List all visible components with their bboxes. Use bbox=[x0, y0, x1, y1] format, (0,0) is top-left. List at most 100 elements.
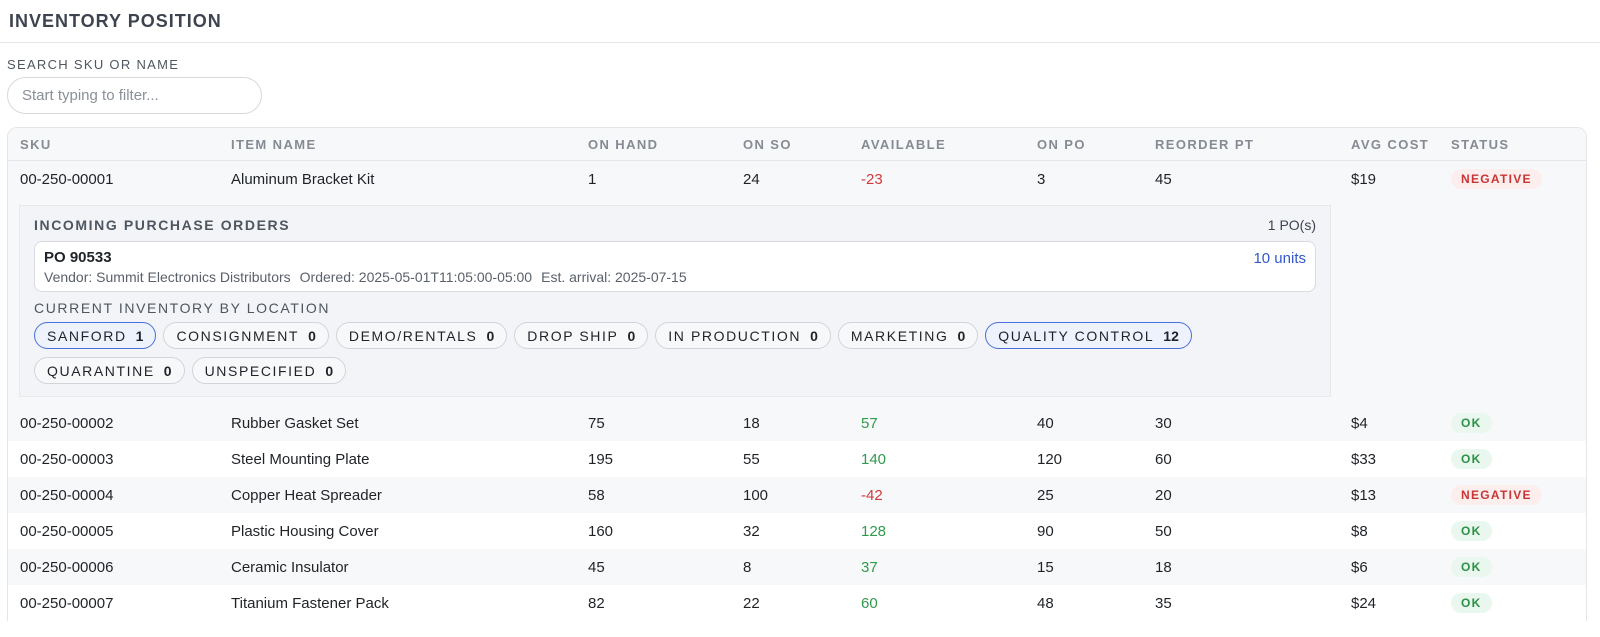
locations-title: CURRENT INVENTORY BY LOCATION bbox=[34, 300, 331, 316]
po-arrival: Est. arrival: 2025-07-15 bbox=[541, 269, 687, 285]
column-header-sku[interactable]: SKU bbox=[20, 136, 52, 152]
cell-available: 57 bbox=[861, 414, 878, 432]
cell-on-po: 15 bbox=[1037, 558, 1054, 576]
cell-avg-cost: $8 bbox=[1351, 522, 1368, 540]
cell-on-hand: 1 bbox=[588, 170, 597, 188]
location-chip[interactable]: QUARANTINE 0 bbox=[34, 357, 185, 384]
cell-avg-cost: $4 bbox=[1351, 414, 1368, 432]
location-chip-label: QUALITY CONTROL bbox=[998, 327, 1155, 344]
column-header-reorder-pt[interactable]: REORDER PT bbox=[1155, 136, 1255, 152]
cell-reorder-pt: 50 bbox=[1155, 522, 1172, 540]
table-row[interactable]: 00-250-00002 Rubber Gasket Set 75 18 57 … bbox=[8, 405, 1586, 441]
table-row[interactable]: 00-250-00001 Aluminum Bracket Kit 1 24 -… bbox=[8, 161, 1586, 197]
cell-item-name: Copper Heat Spreader bbox=[231, 486, 382, 504]
cell-on-po: 90 bbox=[1037, 522, 1054, 540]
location-chip[interactable]: CONSIGNMENT 0 bbox=[163, 322, 329, 349]
cell-status: NEGATIVE bbox=[1451, 169, 1542, 189]
purchase-order-card[interactable]: PO 90533 Vendor: Summit Electronics Dist… bbox=[34, 241, 1316, 292]
location-chip-label: DEMO/RENTALS bbox=[348, 327, 478, 344]
cell-reorder-pt: 18 bbox=[1155, 558, 1172, 576]
table-body: 00-250-00001 Aluminum Bracket Kit 1 24 -… bbox=[8, 161, 1586, 621]
status-badge: OK bbox=[1451, 593, 1492, 613]
cell-item-name: Steel Mounting Plate bbox=[231, 450, 370, 468]
page-header: INVENTORY POSITION bbox=[0, 0, 1600, 43]
location-chip-count: 0 bbox=[308, 327, 316, 344]
po-section-header: INCOMING PURCHASE ORDERS 1 PO(s) bbox=[34, 216, 1316, 234]
search-input[interactable] bbox=[7, 77, 262, 114]
table-row[interactable]: 00-250-00004 Copper Heat Spreader 58 100… bbox=[8, 477, 1586, 513]
cell-item-name: Ceramic Insulator bbox=[231, 558, 349, 576]
cell-available: 37 bbox=[861, 558, 878, 576]
location-chip-label: CONSIGNMENT bbox=[176, 327, 300, 344]
column-header-avg-cost[interactable]: AVG COST bbox=[1351, 136, 1430, 152]
row-detail-panel: INCOMING PURCHASE ORDERS 1 PO(s) PO 9053… bbox=[19, 205, 1331, 397]
cell-avg-cost: $19 bbox=[1351, 170, 1377, 188]
location-chip-count: 0 bbox=[163, 362, 172, 379]
column-header-on-hand[interactable]: ON HAND bbox=[588, 136, 659, 152]
location-chip-count: 0 bbox=[810, 327, 818, 344]
status-badge: OK bbox=[1451, 521, 1492, 541]
cell-on-so: 24 bbox=[743, 170, 760, 188]
location-chip[interactable]: UNSPECIFIED 0 bbox=[191, 357, 347, 384]
cell-on-so: 8 bbox=[743, 558, 752, 576]
table-row[interactable]: 00-250-00005 Plastic Housing Cover 160 3… bbox=[8, 513, 1586, 549]
cell-sku: 00-250-00001 bbox=[20, 170, 114, 188]
location-chip-count: 0 bbox=[957, 327, 966, 344]
table-row[interactable]: 00-250-00006 Ceramic Insulator 45 8 37 1… bbox=[8, 549, 1586, 585]
po-units-link[interactable]: 10 units bbox=[1253, 250, 1306, 267]
cell-status: OK bbox=[1451, 593, 1492, 613]
column-header-on-so[interactable]: ON SO bbox=[743, 136, 792, 152]
column-header-available[interactable]: AVAILABLE bbox=[861, 136, 947, 152]
location-chip-count: 12 bbox=[1163, 327, 1179, 344]
cell-on-hand: 160 bbox=[588, 522, 614, 540]
column-header-status[interactable]: STATUS bbox=[1451, 136, 1510, 152]
cell-on-po: 25 bbox=[1037, 486, 1054, 504]
location-chip-label: DROP SHIP bbox=[527, 327, 619, 344]
location-chip[interactable]: SANFORD 1 bbox=[34, 322, 157, 349]
cell-reorder-pt: 20 bbox=[1155, 486, 1172, 504]
location-chips: SANFORD 1 CONSIGNMENT 0 DEMO/RENTALS 0 DROP SH… bbox=[34, 322, 1334, 384]
column-header-item-name[interactable]: ITEM NAME bbox=[231, 136, 317, 152]
cell-avg-cost: $6 bbox=[1351, 558, 1368, 576]
search-label: SEARCH SKU OR NAME bbox=[7, 57, 180, 72]
cell-available: -23 bbox=[861, 170, 883, 188]
location-chip-count: 0 bbox=[627, 327, 636, 344]
cell-status: OK bbox=[1451, 557, 1492, 577]
cell-status: OK bbox=[1451, 449, 1492, 469]
table-row[interactable]: 00-250-00007 Titanium Fastener Pack 82 2… bbox=[8, 585, 1586, 621]
cell-on-so: 55 bbox=[743, 450, 760, 468]
location-chip[interactable]: DROP SHIP 0 bbox=[514, 322, 649, 349]
location-chip-count: 0 bbox=[486, 327, 495, 344]
location-chip-label: SANFORD bbox=[47, 327, 127, 344]
cell-on-hand: 195 bbox=[588, 450, 614, 468]
table-header-row: SKU ITEM NAME ON HAND ON SO AVAILABLE ON… bbox=[8, 128, 1586, 161]
location-chip[interactable]: QUALITY CONTROL 12 bbox=[985, 322, 1192, 349]
cell-sku: 00-250-00007 bbox=[20, 594, 114, 612]
status-badge: NEGATIVE bbox=[1451, 485, 1542, 505]
cell-on-hand: 82 bbox=[588, 594, 605, 612]
cell-on-po: 120 bbox=[1037, 450, 1063, 468]
po-section-title: INCOMING PURCHASE ORDERS bbox=[34, 217, 291, 233]
cell-sku: 00-250-00005 bbox=[20, 522, 114, 540]
cell-item-name: Titanium Fastener Pack bbox=[231, 594, 389, 612]
status-badge: NEGATIVE bbox=[1451, 169, 1542, 189]
cell-on-hand: 58 bbox=[588, 486, 605, 504]
cell-on-so: 18 bbox=[743, 414, 760, 432]
cell-item-name: Rubber Gasket Set bbox=[231, 414, 359, 432]
cell-avg-cost: $13 bbox=[1351, 486, 1377, 504]
cell-avg-cost: $33 bbox=[1351, 450, 1377, 468]
inventory-table: SKU ITEM NAME ON HAND ON SO AVAILABLE ON… bbox=[7, 127, 1587, 621]
cell-reorder-pt: 60 bbox=[1155, 450, 1172, 468]
location-chip[interactable]: DEMO/RENTALS 0 bbox=[335, 322, 508, 349]
location-chip[interactable]: IN PRODUCTION 0 bbox=[655, 322, 831, 349]
location-chip[interactable]: MARKETING 0 bbox=[837, 322, 979, 349]
cell-avg-cost: $24 bbox=[1351, 594, 1377, 612]
cell-available: 60 bbox=[861, 594, 878, 612]
cell-on-hand: 75 bbox=[588, 414, 605, 432]
location-chip-label: QUARANTINE bbox=[47, 362, 155, 379]
cell-available: 140 bbox=[861, 450, 887, 468]
table-row[interactable]: 00-250-00003 Steel Mounting Plate 195 55… bbox=[8, 441, 1586, 477]
column-header-on-po[interactable]: ON PO bbox=[1037, 136, 1086, 152]
location-chip-label: IN PRODUCTION bbox=[668, 327, 802, 344]
po-meta: Vendor: Summit Electronics Distributors O… bbox=[44, 269, 1306, 285]
